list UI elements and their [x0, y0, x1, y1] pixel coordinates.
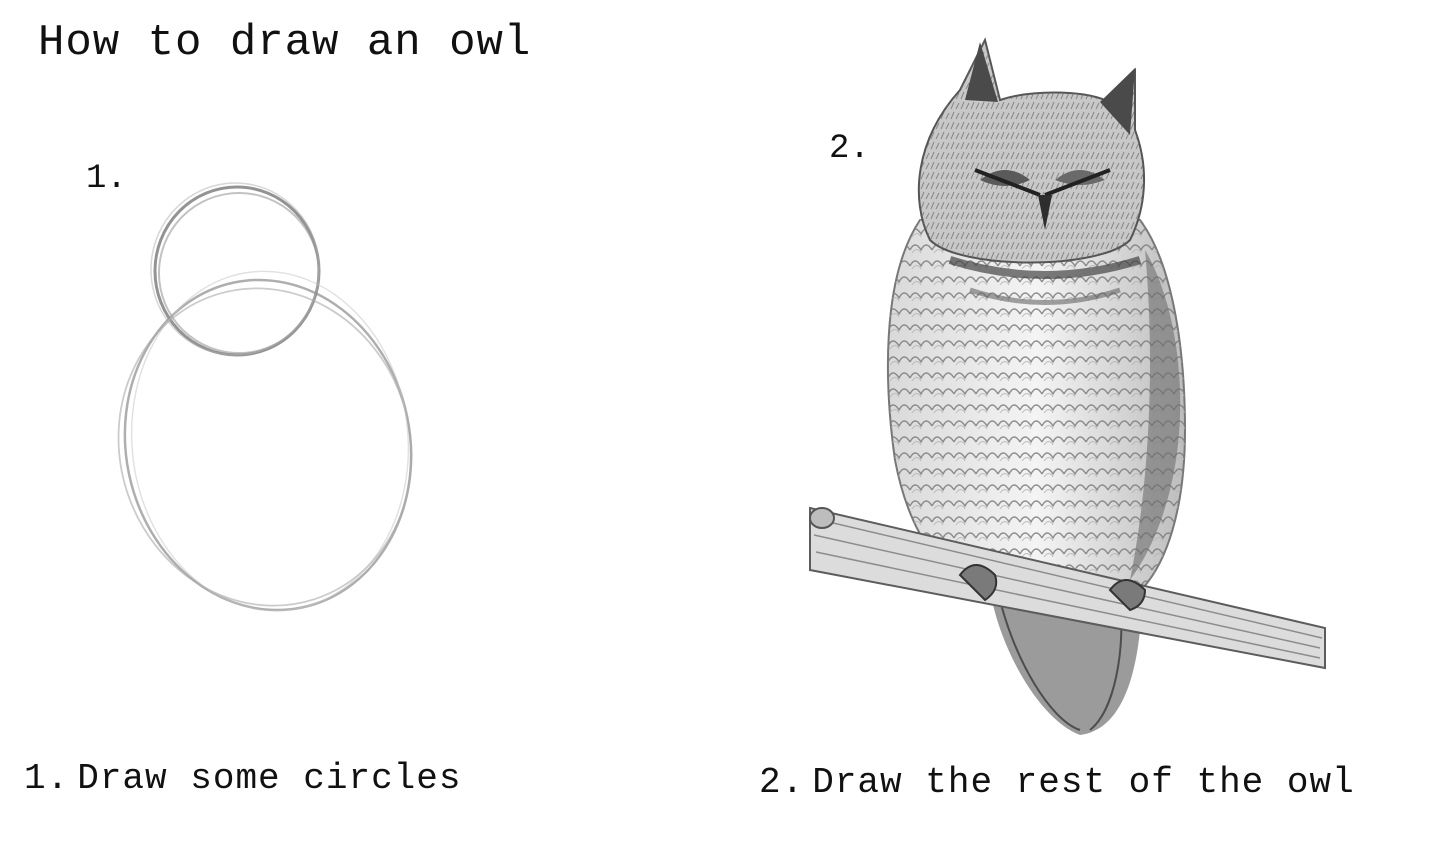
owl-drawing: [809, 37, 1326, 735]
owl-wing: [1130, 250, 1181, 580]
step-1-marker: 1.: [86, 160, 127, 198]
step-1-caption-number: 1.: [24, 758, 70, 799]
body-ellipse-pass: [130, 270, 410, 612]
owl-beak: [1038, 195, 1052, 230]
step-2-caption: 2. Draw the rest of the owl: [759, 762, 1355, 803]
right-ear-tuft: [1100, 68, 1135, 135]
owl-talons: [958, 564, 998, 602]
step-1-caption: 1. Draw some circles: [24, 758, 461, 799]
page-title: How to draw an owl: [38, 18, 532, 68]
head-circle-pass: [150, 182, 320, 356]
left-eye: [980, 170, 1030, 186]
left-ear-tuft: [965, 42, 998, 102]
step-2-caption-number: 2.: [759, 762, 805, 803]
right-eye: [1055, 170, 1105, 185]
body-ellipse-pass: [117, 287, 413, 607]
step-2-marker: 2.: [829, 130, 870, 168]
body-ellipse: [123, 278, 413, 612]
step-1-caption-text: Draw some circles: [77, 758, 462, 799]
step-2-caption-text: Draw the rest of the owl: [812, 762, 1355, 803]
circles-sketch: [117, 182, 413, 612]
